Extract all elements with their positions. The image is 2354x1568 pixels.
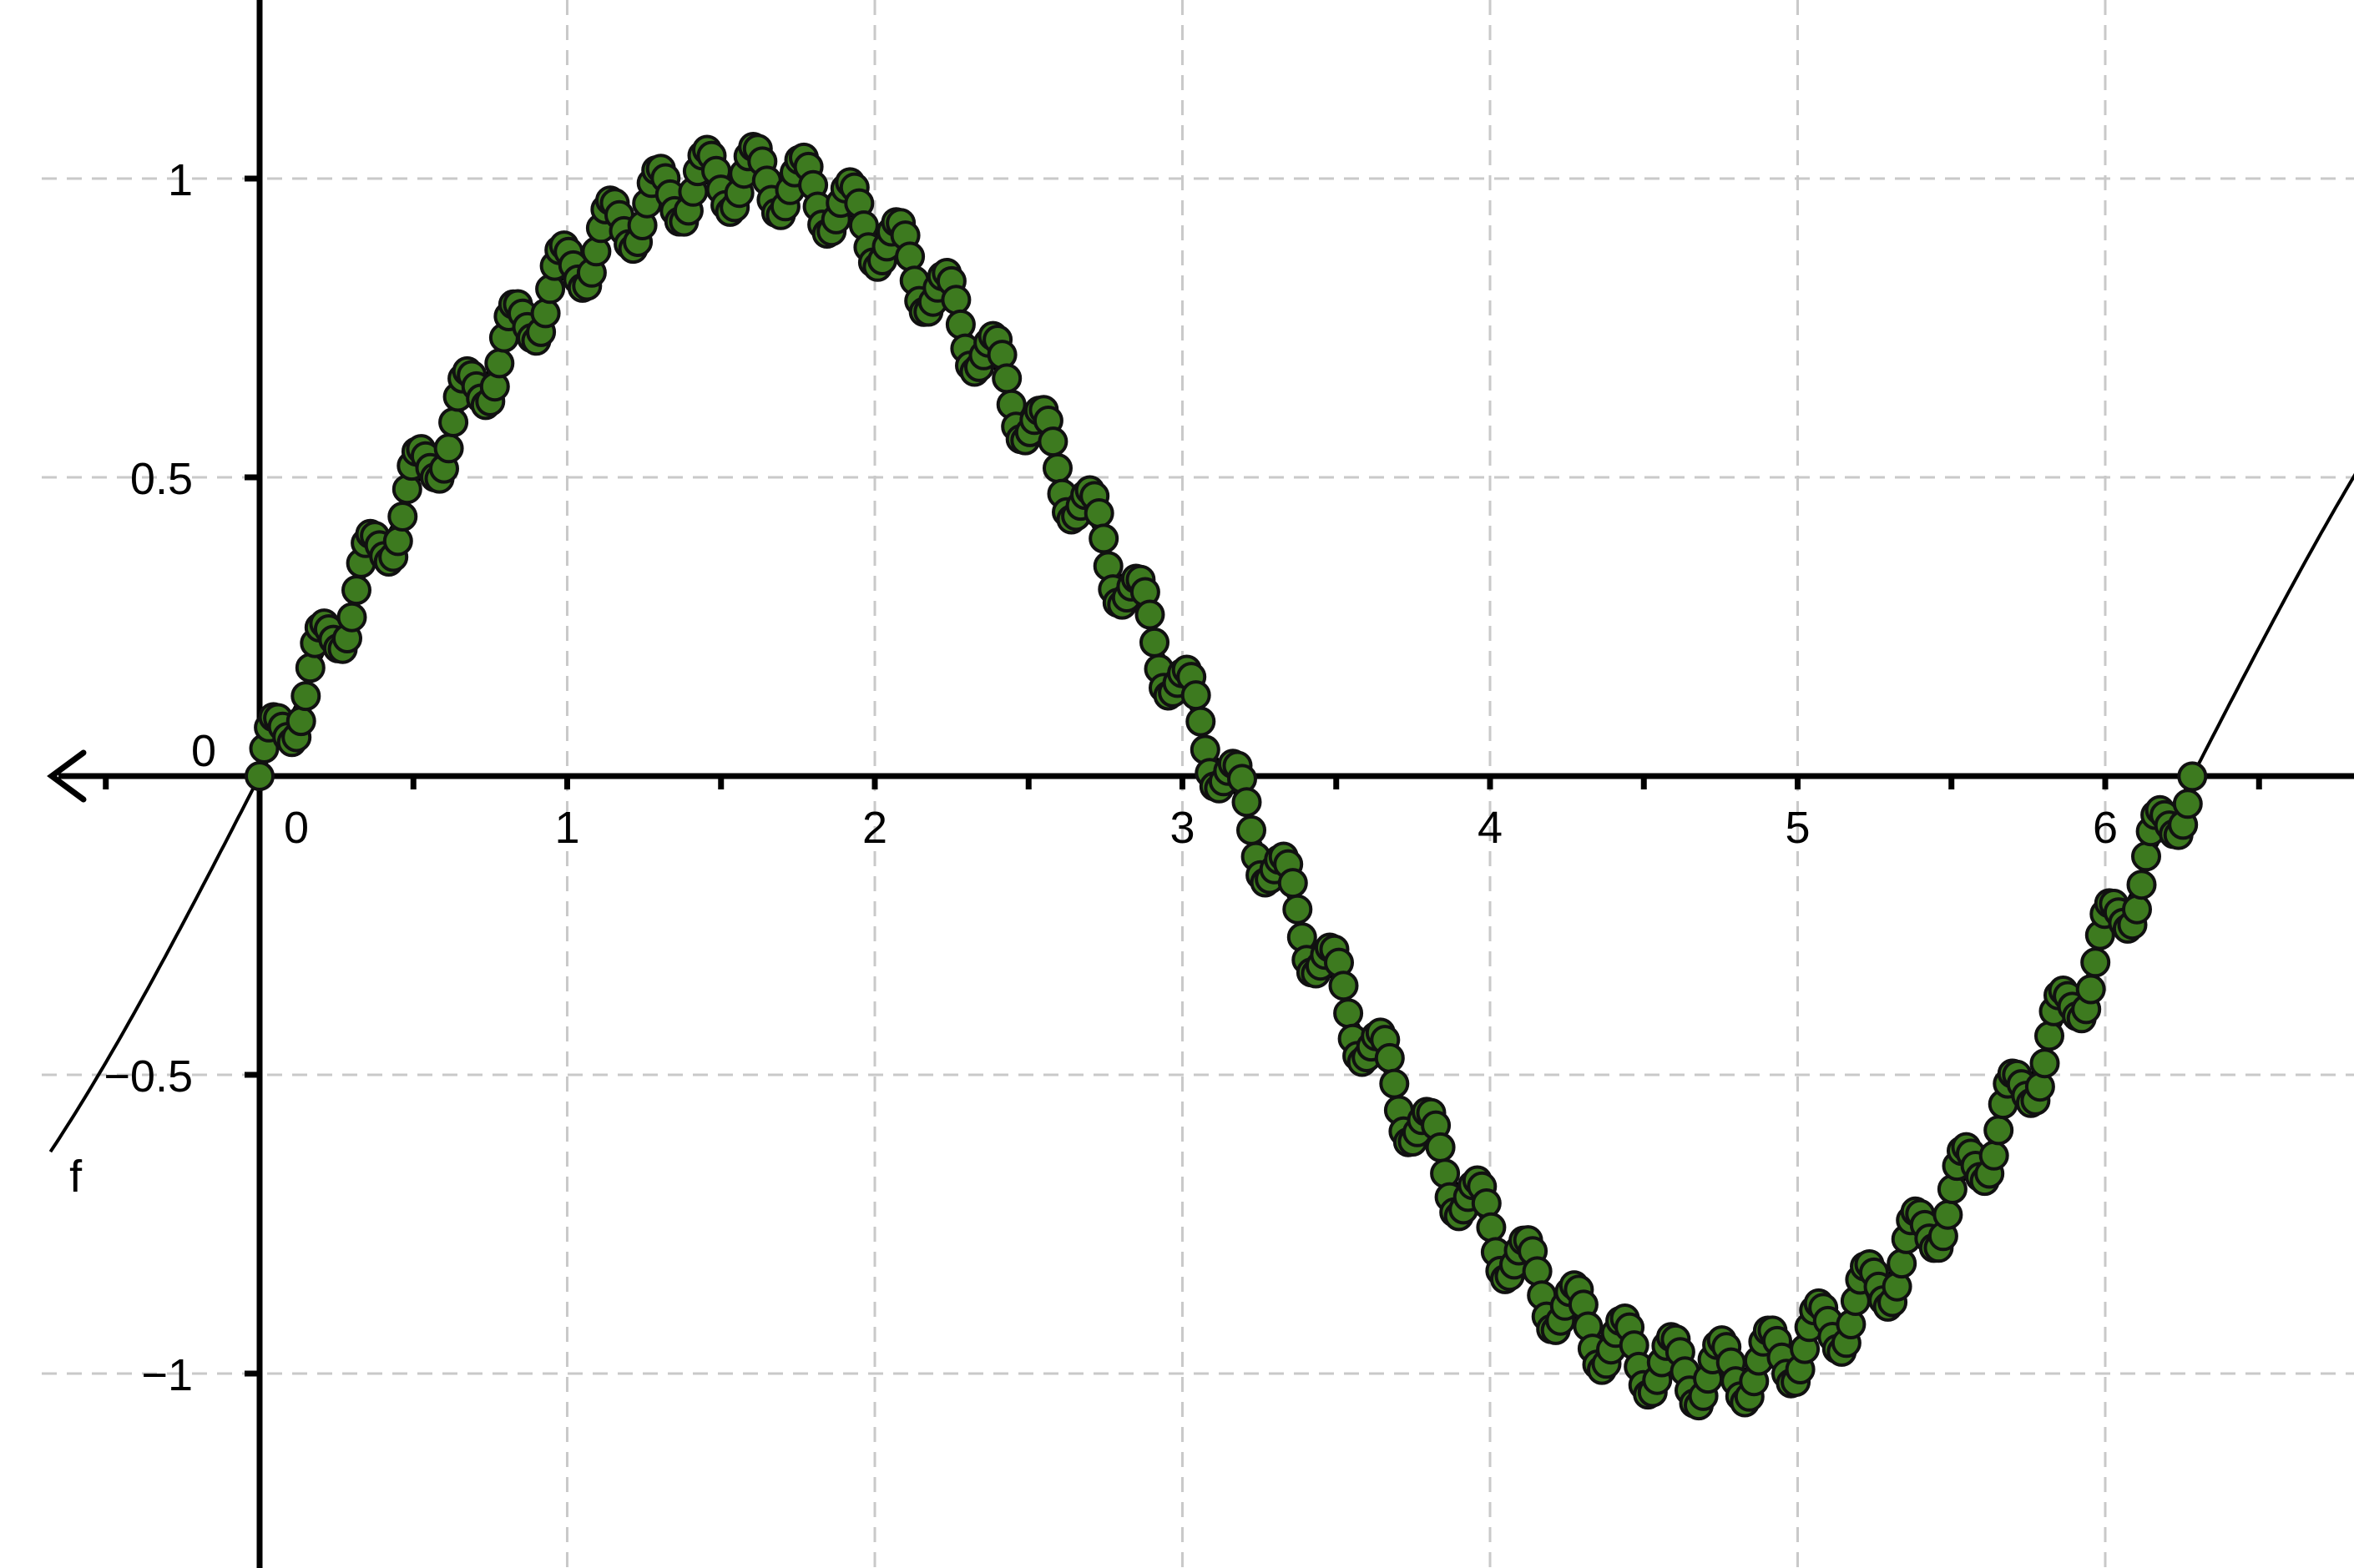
- data-point: [341, 575, 371, 606]
- x-tick-label: 3: [1169, 803, 1195, 853]
- data-point: [1374, 1042, 1405, 1073]
- data-point: [433, 433, 464, 464]
- x-tick-label: 4: [1478, 803, 1503, 853]
- data-point: [945, 309, 976, 340]
- data-point: [2131, 841, 2161, 872]
- data-point: [1089, 523, 1119, 554]
- data-point: [1328, 971, 1359, 1001]
- data-point: [2075, 974, 2106, 1005]
- data-point: [336, 602, 367, 633]
- annotations: f: [69, 1152, 83, 1202]
- data-point: [290, 681, 321, 712]
- data-point: [1476, 1212, 1507, 1243]
- data-point: [1038, 426, 1068, 457]
- data-point: [895, 241, 926, 272]
- data-point: [2172, 789, 2203, 819]
- curve-label-f: f: [69, 1152, 83, 1202]
- data-point: [1180, 680, 1211, 711]
- y-tick-label: 1: [168, 155, 193, 205]
- data-point: [2177, 761, 2208, 792]
- data-point: [1932, 1199, 1963, 1230]
- data-point: [1134, 599, 1165, 630]
- data-point: [530, 298, 561, 329]
- origin-label: 0: [191, 726, 216, 776]
- data-point: [1277, 868, 1308, 899]
- x-tick-label: 2: [862, 803, 887, 853]
- data-point: [295, 653, 326, 683]
- data-point: [1379, 1068, 1410, 1099]
- data-point: [245, 761, 275, 791]
- data-point: [2034, 1021, 2064, 1051]
- data-point: [1185, 706, 1216, 737]
- x-tick-label: 0: [284, 803, 309, 853]
- data-point: [382, 526, 413, 557]
- data-points: [245, 132, 2208, 1421]
- y-tick-label: −0.5: [104, 1051, 193, 1102]
- data-point: [484, 348, 515, 379]
- data-point: [1430, 1158, 1461, 1189]
- data-point: [992, 363, 1023, 394]
- x-tick-label: 1: [554, 803, 579, 853]
- data-point: [2029, 1048, 2060, 1079]
- y-tick-label: 0.5: [130, 454, 193, 504]
- data-point: [387, 502, 418, 532]
- tick-labels: 0 1 2 3 4 5 6 −1 −0.5 0.5 1 0: [104, 155, 2118, 1400]
- data-point: [2080, 947, 2111, 978]
- x-tick-label: 5: [1785, 803, 1810, 853]
- y-tick-label: −1: [141, 1350, 193, 1400]
- data-point: [1471, 1188, 1502, 1218]
- data-point: [1236, 814, 1266, 845]
- data-point: [1084, 498, 1114, 528]
- data-point: [1522, 1256, 1553, 1287]
- data-point: [1887, 1248, 1917, 1279]
- data-point: [2122, 894, 2152, 925]
- data-point: [1983, 1115, 2014, 1146]
- data-point: [1978, 1140, 2009, 1171]
- data-point: [2126, 870, 2157, 900]
- data-point: [1043, 453, 1073, 483]
- x-axis-arrow-icon: [47, 749, 87, 803]
- x-tick-label: 6: [2093, 803, 2118, 853]
- data-point: [1282, 894, 1313, 925]
- data-point: [941, 285, 972, 315]
- data-point: [1139, 627, 1169, 658]
- data-point: [285, 706, 316, 737]
- grid-lines: [42, 0, 2354, 1568]
- data-point: [1231, 787, 1262, 818]
- axis-ticks: [103, 175, 2262, 1377]
- data-point: [1425, 1132, 1456, 1162]
- data-point: [1333, 998, 1364, 1029]
- data-point: [438, 407, 469, 437]
